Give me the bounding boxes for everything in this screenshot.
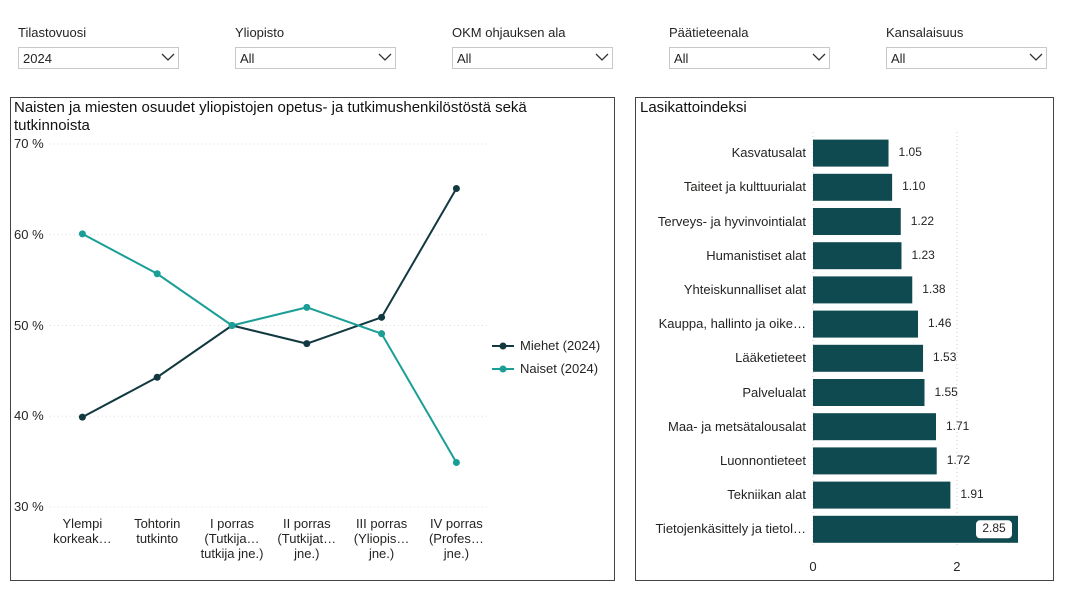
legend-label: Miehet (2024) bbox=[520, 338, 601, 353]
bar bbox=[813, 447, 937, 475]
legend-marker bbox=[499, 365, 507, 373]
bar bbox=[813, 173, 893, 201]
x-tick-label: Tohtorin tutkinto bbox=[134, 516, 181, 546]
bar bbox=[813, 379, 925, 406]
y-tick-label: Terveys- ja hyvinvointialat bbox=[657, 213, 806, 229]
point bbox=[228, 322, 236, 329]
filter-dropdown[interactable]: All bbox=[669, 47, 830, 69]
filter-label: OKM ohjauksen ala bbox=[452, 25, 566, 40]
x-tick-label: III porras (Yliopis… jne.) bbox=[353, 516, 410, 561]
value-label: 2.85 bbox=[982, 521, 1006, 536]
point bbox=[303, 303, 311, 311]
legend-marker bbox=[499, 342, 507, 350]
filter-dropdown[interactable]: 2024 bbox=[18, 47, 179, 69]
value-label-box bbox=[976, 520, 1012, 539]
x-tick-label: I porras (Tutkija… tutkija jne.) bbox=[200, 516, 264, 561]
value-label: 1.46 bbox=[928, 316, 952, 331]
point bbox=[303, 340, 311, 348]
bar bbox=[813, 276, 913, 304]
series-line bbox=[81, 187, 458, 419]
value-label: 1.53 bbox=[933, 350, 957, 365]
x-tick-label: II porras (Tutkijat… jne.) bbox=[277, 516, 337, 561]
y-tick-label: 30 % bbox=[14, 499, 44, 514]
value-label: 1.23 bbox=[911, 247, 935, 262]
bar-panel bbox=[635, 97, 1054, 581]
value-label: 1.71 bbox=[946, 418, 970, 433]
point bbox=[452, 184, 460, 192]
y-tick-label: 40 % bbox=[14, 408, 44, 424]
bar bbox=[813, 344, 924, 372]
y-tick-label: Humanistiset alat bbox=[706, 247, 806, 263]
y-tick-label: 60 % bbox=[14, 226, 44, 242]
y-tick-label: Lääketieteet bbox=[735, 350, 806, 366]
y-tick-label: Kasvatusalat bbox=[731, 145, 806, 161]
dropdown-chevron bbox=[161, 53, 175, 61]
legend-label: Naiset (2024) bbox=[520, 361, 599, 376]
point bbox=[452, 459, 460, 467]
y-tick-label: 50 % bbox=[14, 317, 44, 333]
y-tick-label: Luonnontieteet bbox=[719, 452, 806, 468]
y-tick-label: Maa- ja metsätalousalat bbox=[667, 418, 806, 434]
x-tick-label: 0 bbox=[809, 559, 817, 574]
point bbox=[78, 230, 86, 238]
value-label: 1.22 bbox=[910, 213, 935, 228]
filter-label: Kansalaisuus bbox=[886, 25, 964, 40]
x-tick-label: 2 bbox=[953, 559, 961, 574]
y-tick-label: Tietojenkäsittely ja tietol… bbox=[655, 521, 806, 537]
y-tick-label: Palvelualat bbox=[742, 384, 806, 400]
bar bbox=[813, 481, 951, 509]
line-panel bbox=[10, 97, 615, 581]
bar bbox=[813, 208, 901, 235]
point bbox=[153, 270, 161, 278]
point bbox=[378, 330, 386, 338]
y-tick-label: 70 % bbox=[14, 136, 44, 151]
value-label: 1.55 bbox=[934, 384, 958, 399]
filter-dropdown[interactable]: All bbox=[235, 47, 396, 69]
filter-label: Tilastovuosi bbox=[18, 25, 87, 40]
value-label: 1.91 bbox=[960, 487, 984, 502]
y-tick-label: Yhteiskunnalliset alat bbox=[683, 281, 806, 297]
bar bbox=[813, 242, 902, 270]
x-tick-label: Ylempi korkeak… bbox=[53, 516, 112, 546]
dropdown-chevron bbox=[378, 53, 392, 61]
filter-dropdown[interactable]: All bbox=[886, 47, 1047, 69]
bar bbox=[813, 413, 936, 441]
filter-dropdown[interactable]: All bbox=[452, 47, 613, 69]
filter-label: Yliopisto bbox=[235, 25, 285, 40]
filter-label: Päätieteenala bbox=[669, 25, 749, 40]
bar bbox=[813, 139, 889, 167]
dropdown-chevron bbox=[812, 53, 826, 61]
point bbox=[78, 413, 86, 421]
point bbox=[378, 313, 386, 321]
x-tick-label: IV porras (Profes… jne.) bbox=[428, 516, 484, 561]
value-label: 1.38 bbox=[922, 281, 946, 296]
chart-title: Naisten ja miesten osuudet yliopistojen … bbox=[14, 99, 527, 134]
series-line bbox=[81, 232, 458, 464]
y-tick-label: Tekniikan alat bbox=[727, 487, 806, 503]
value-label: 1.72 bbox=[946, 452, 971, 467]
value-label: 1.10 bbox=[902, 179, 926, 194]
y-tick-label: Kauppa, hallinto ja oike… bbox=[658, 316, 806, 332]
value-label: 1.05 bbox=[898, 145, 922, 160]
dropdown-chevron bbox=[595, 53, 609, 61]
dropdown-chevron bbox=[1029, 53, 1043, 61]
point bbox=[153, 373, 161, 381]
y-tick-label: Taiteet ja kulttuurialat bbox=[683, 179, 806, 195]
chart-title: Lasikattoindeksi bbox=[640, 99, 747, 116]
bar bbox=[813, 310, 919, 338]
